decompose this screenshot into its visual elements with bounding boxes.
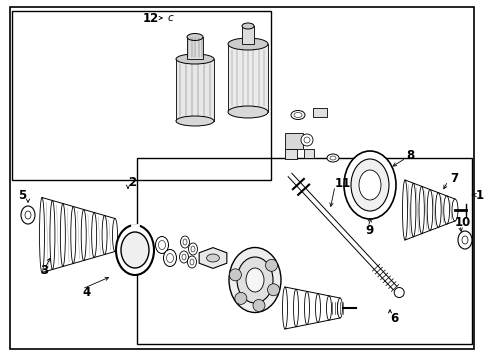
Ellipse shape [350,159,388,211]
Ellipse shape [176,116,214,126]
Ellipse shape [304,137,309,143]
Ellipse shape [228,248,281,312]
Ellipse shape [290,111,305,120]
Text: 8: 8 [405,149,413,162]
Text: 2: 2 [128,176,136,189]
Ellipse shape [163,249,176,266]
Bar [312,108,326,117]
Ellipse shape [190,259,194,265]
Text: 1: 1 [475,189,483,202]
Circle shape [265,259,277,271]
Ellipse shape [179,251,188,263]
Ellipse shape [158,240,165,249]
Bar [176,59,214,121]
Ellipse shape [116,225,154,275]
Text: 3: 3 [40,264,48,276]
Bar [285,149,296,159]
Ellipse shape [358,170,380,200]
Bar [227,44,267,112]
Bar [285,133,303,149]
Ellipse shape [326,154,338,162]
Circle shape [252,300,264,311]
Bar [304,149,313,158]
Ellipse shape [245,268,264,292]
Ellipse shape [155,237,168,253]
Bar [242,26,253,44]
Ellipse shape [183,239,186,245]
Text: 12: 12 [142,12,159,24]
Ellipse shape [186,33,203,41]
Circle shape [234,292,246,305]
Circle shape [229,269,241,281]
Text: 5: 5 [18,189,26,202]
Polygon shape [199,248,226,269]
Ellipse shape [227,106,267,118]
Text: c: c [168,13,173,23]
Ellipse shape [237,257,272,303]
Ellipse shape [242,23,253,29]
Ellipse shape [166,253,173,262]
Ellipse shape [329,156,335,160]
Circle shape [267,284,279,296]
Text: 10: 10 [454,216,470,229]
Ellipse shape [188,243,197,255]
Ellipse shape [187,256,196,268]
Text: 6: 6 [389,311,397,324]
Bar [186,37,203,59]
Bar [12,11,271,180]
Bar [137,158,471,344]
Text: 7: 7 [449,171,457,185]
Ellipse shape [25,211,31,219]
Ellipse shape [393,288,404,297]
Text: 11: 11 [334,176,350,189]
Ellipse shape [227,38,267,50]
Ellipse shape [191,246,195,252]
Ellipse shape [343,151,395,219]
Ellipse shape [457,231,471,249]
Text: 4: 4 [82,285,90,298]
Ellipse shape [121,232,149,268]
Ellipse shape [21,206,35,224]
Ellipse shape [176,54,214,64]
Ellipse shape [180,236,189,248]
Ellipse shape [461,236,467,244]
Ellipse shape [182,254,185,260]
Text: 9: 9 [364,224,372,237]
Ellipse shape [206,254,219,262]
Ellipse shape [293,113,302,117]
Ellipse shape [301,134,312,146]
